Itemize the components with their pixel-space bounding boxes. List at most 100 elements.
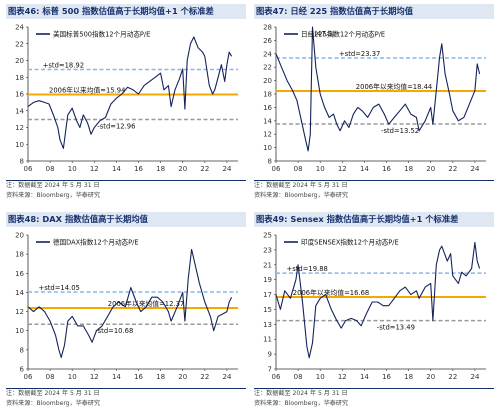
- divider: [6, 180, 246, 181]
- x-tick-label: 16: [134, 165, 143, 173]
- y-tick-label: 25: [263, 232, 272, 240]
- divider: [254, 388, 494, 389]
- y-tick-label: 22: [263, 64, 272, 72]
- minus-std-label: -std=13.49: [377, 324, 415, 332]
- x-tick-label: 18: [404, 165, 413, 173]
- data-source: 资料来源：Bloomberg，华泰研究: [254, 192, 349, 199]
- minus-std-label: -std=12.96: [97, 122, 135, 130]
- panel-title: 图表49: Sensex 指数估值高于长期均值+1 个标准差: [254, 212, 494, 227]
- y-tick-label: 8: [20, 158, 24, 166]
- y-tick-label: 14: [15, 107, 24, 115]
- y-tick-label: 24: [263, 50, 272, 58]
- y-tick-label: 18: [263, 91, 272, 99]
- y-tick-label: 12: [15, 124, 24, 132]
- data-note: 注：数据截至 2024 年 5 月 31 日: [254, 390, 348, 397]
- x-tick-label: 12: [90, 165, 99, 173]
- data-source: 资料来源：Bloomberg，华泰研究: [254, 400, 349, 407]
- y-tick-label: 21: [263, 261, 272, 269]
- x-tick-label: 16: [134, 373, 143, 381]
- y-tick-label: 14: [263, 117, 272, 125]
- y-tick-label: 12: [15, 308, 24, 316]
- y-tick-label: 10: [15, 141, 24, 149]
- data-note: 注：数据截至 2024 年 5 月 31 日: [6, 390, 100, 397]
- data-note: 注：数据截至 2024 年 5 月 31 日: [6, 182, 100, 189]
- x-tick-label: 22: [200, 373, 209, 381]
- y-tick-label: 6: [20, 366, 25, 374]
- y-tick-label: 20: [15, 57, 24, 65]
- y-tick-label: 26: [263, 37, 272, 45]
- y-tick-label: 18: [15, 74, 24, 82]
- x-tick-label: 06: [272, 165, 281, 173]
- chart-panel-dax: 图表48: DAX 指数估值高于长期均值 6 8 10 12 14 16 18 20 06 08 1…: [6, 212, 246, 412]
- x-tick-label: 18: [404, 373, 413, 381]
- x-tick-label: 10: [68, 373, 77, 381]
- x-tick-label: 10: [316, 165, 325, 173]
- x-tick-label: 12: [90, 373, 99, 381]
- x-tick-label: 24: [470, 373, 479, 381]
- x-tick-label: 10: [316, 373, 325, 381]
- x-tick-label: 08: [294, 165, 303, 173]
- y-tick-label: 8: [268, 158, 272, 166]
- y-tick-label: 19: [263, 276, 272, 284]
- x-tick-label: 20: [178, 165, 187, 173]
- y-tick-label: 9: [268, 351, 272, 359]
- x-tick-label: 24: [470, 165, 479, 173]
- legend: 印度SENSEX指数12个月动态P/E: [284, 238, 399, 247]
- pe-chart: 8 10 12 14 16 18 20 22 24 06 08 10 12 14 16 18 20 22 24 +st…: [15, 24, 238, 173]
- x-tick-label: 20: [426, 373, 435, 381]
- x-tick-label: 14: [360, 165, 369, 173]
- legend-label: 日经225指数12个月动态P/E: [301, 30, 385, 39]
- x-tick-label: 22: [200, 165, 209, 173]
- x-tick-label: 16: [382, 373, 391, 381]
- panel-title: 图表46: 标普 500 指数估值高于长期均值+1 个标准差: [6, 4, 246, 19]
- data-source: 资料来源：Bloomberg，华泰研究: [6, 400, 101, 407]
- y-tick-label: 22: [15, 40, 24, 48]
- plus-std-label: +std=23.37: [339, 50, 380, 58]
- plus-std-label: +std=18.92: [43, 62, 84, 70]
- pe-chart: 6 8 10 12 14 16 18 20 06 08 10 12 14 16 18 20 22 24 +std=1…: [15, 232, 238, 381]
- y-tick-label: 18: [15, 251, 24, 259]
- y-tick-label: 14: [15, 289, 24, 297]
- data-source: 资料来源：Bloomberg，华泰研究: [6, 192, 101, 199]
- chart-panel-sensex: 图表49: Sensex 指数估值高于长期均值+1 个标准差 7 9 11 13 15 1…: [254, 212, 494, 412]
- peak-annotation: (47.3): [314, 30, 335, 38]
- x-tick-label: 24: [222, 373, 231, 381]
- x-tick-label: 18: [156, 373, 165, 381]
- y-tick-label: 15: [263, 306, 272, 314]
- pe-series-line: [27, 36, 233, 149]
- x-tick-label: 18: [156, 165, 165, 173]
- x-tick-label: 12: [338, 165, 347, 173]
- long-mean-label: 2006年以来均值=15.94: [49, 86, 125, 95]
- divider: [6, 388, 246, 389]
- y-tick-label: 20: [263, 77, 272, 85]
- x-tick-label: 16: [382, 165, 391, 173]
- plus-std-label: +std=19.88: [287, 265, 328, 273]
- legend: 美国标普500指数12个月动态P/E: [36, 30, 150, 39]
- y-tick-label: 13: [263, 321, 272, 329]
- x-tick-label: 06: [272, 373, 281, 381]
- x-tick-label: 08: [294, 373, 303, 381]
- y-tick-label: 10: [15, 327, 24, 335]
- y-tick-label: 10: [263, 144, 272, 152]
- y-tick-label: 8: [20, 346, 24, 354]
- pe-series-line: [275, 241, 481, 359]
- x-tick-label: 20: [178, 373, 187, 381]
- pe-series-line: [27, 248, 233, 359]
- plus-std-label: +std=14.05: [39, 284, 80, 292]
- x-tick-label: 10: [68, 165, 77, 173]
- x-tick-label: 22: [448, 373, 457, 381]
- y-tick-label: 16: [15, 91, 24, 99]
- y-tick-label: 23: [263, 246, 272, 254]
- y-tick-label: 16: [15, 270, 24, 278]
- legend-label: 美国标普500指数12个月动态P/E: [53, 30, 150, 39]
- y-tick-label: 7: [268, 366, 272, 374]
- divider: [254, 180, 494, 181]
- legend-label: 德国DAX指数12个月动态P/E: [53, 238, 139, 247]
- x-tick-label: 06: [24, 165, 33, 173]
- chart-panel-spx: 图表46: 标普 500 指数估值高于长期均值+1 个标准差 8 10 12 14 16…: [6, 4, 246, 204]
- y-tick-label: 20: [15, 232, 24, 240]
- x-tick-label: 14: [360, 373, 369, 381]
- x-tick-label: 06: [24, 373, 33, 381]
- panel-title: 图表48: DAX 指数估值高于长期均值: [6, 212, 246, 227]
- minus-std-label: -std=10.68: [95, 327, 133, 335]
